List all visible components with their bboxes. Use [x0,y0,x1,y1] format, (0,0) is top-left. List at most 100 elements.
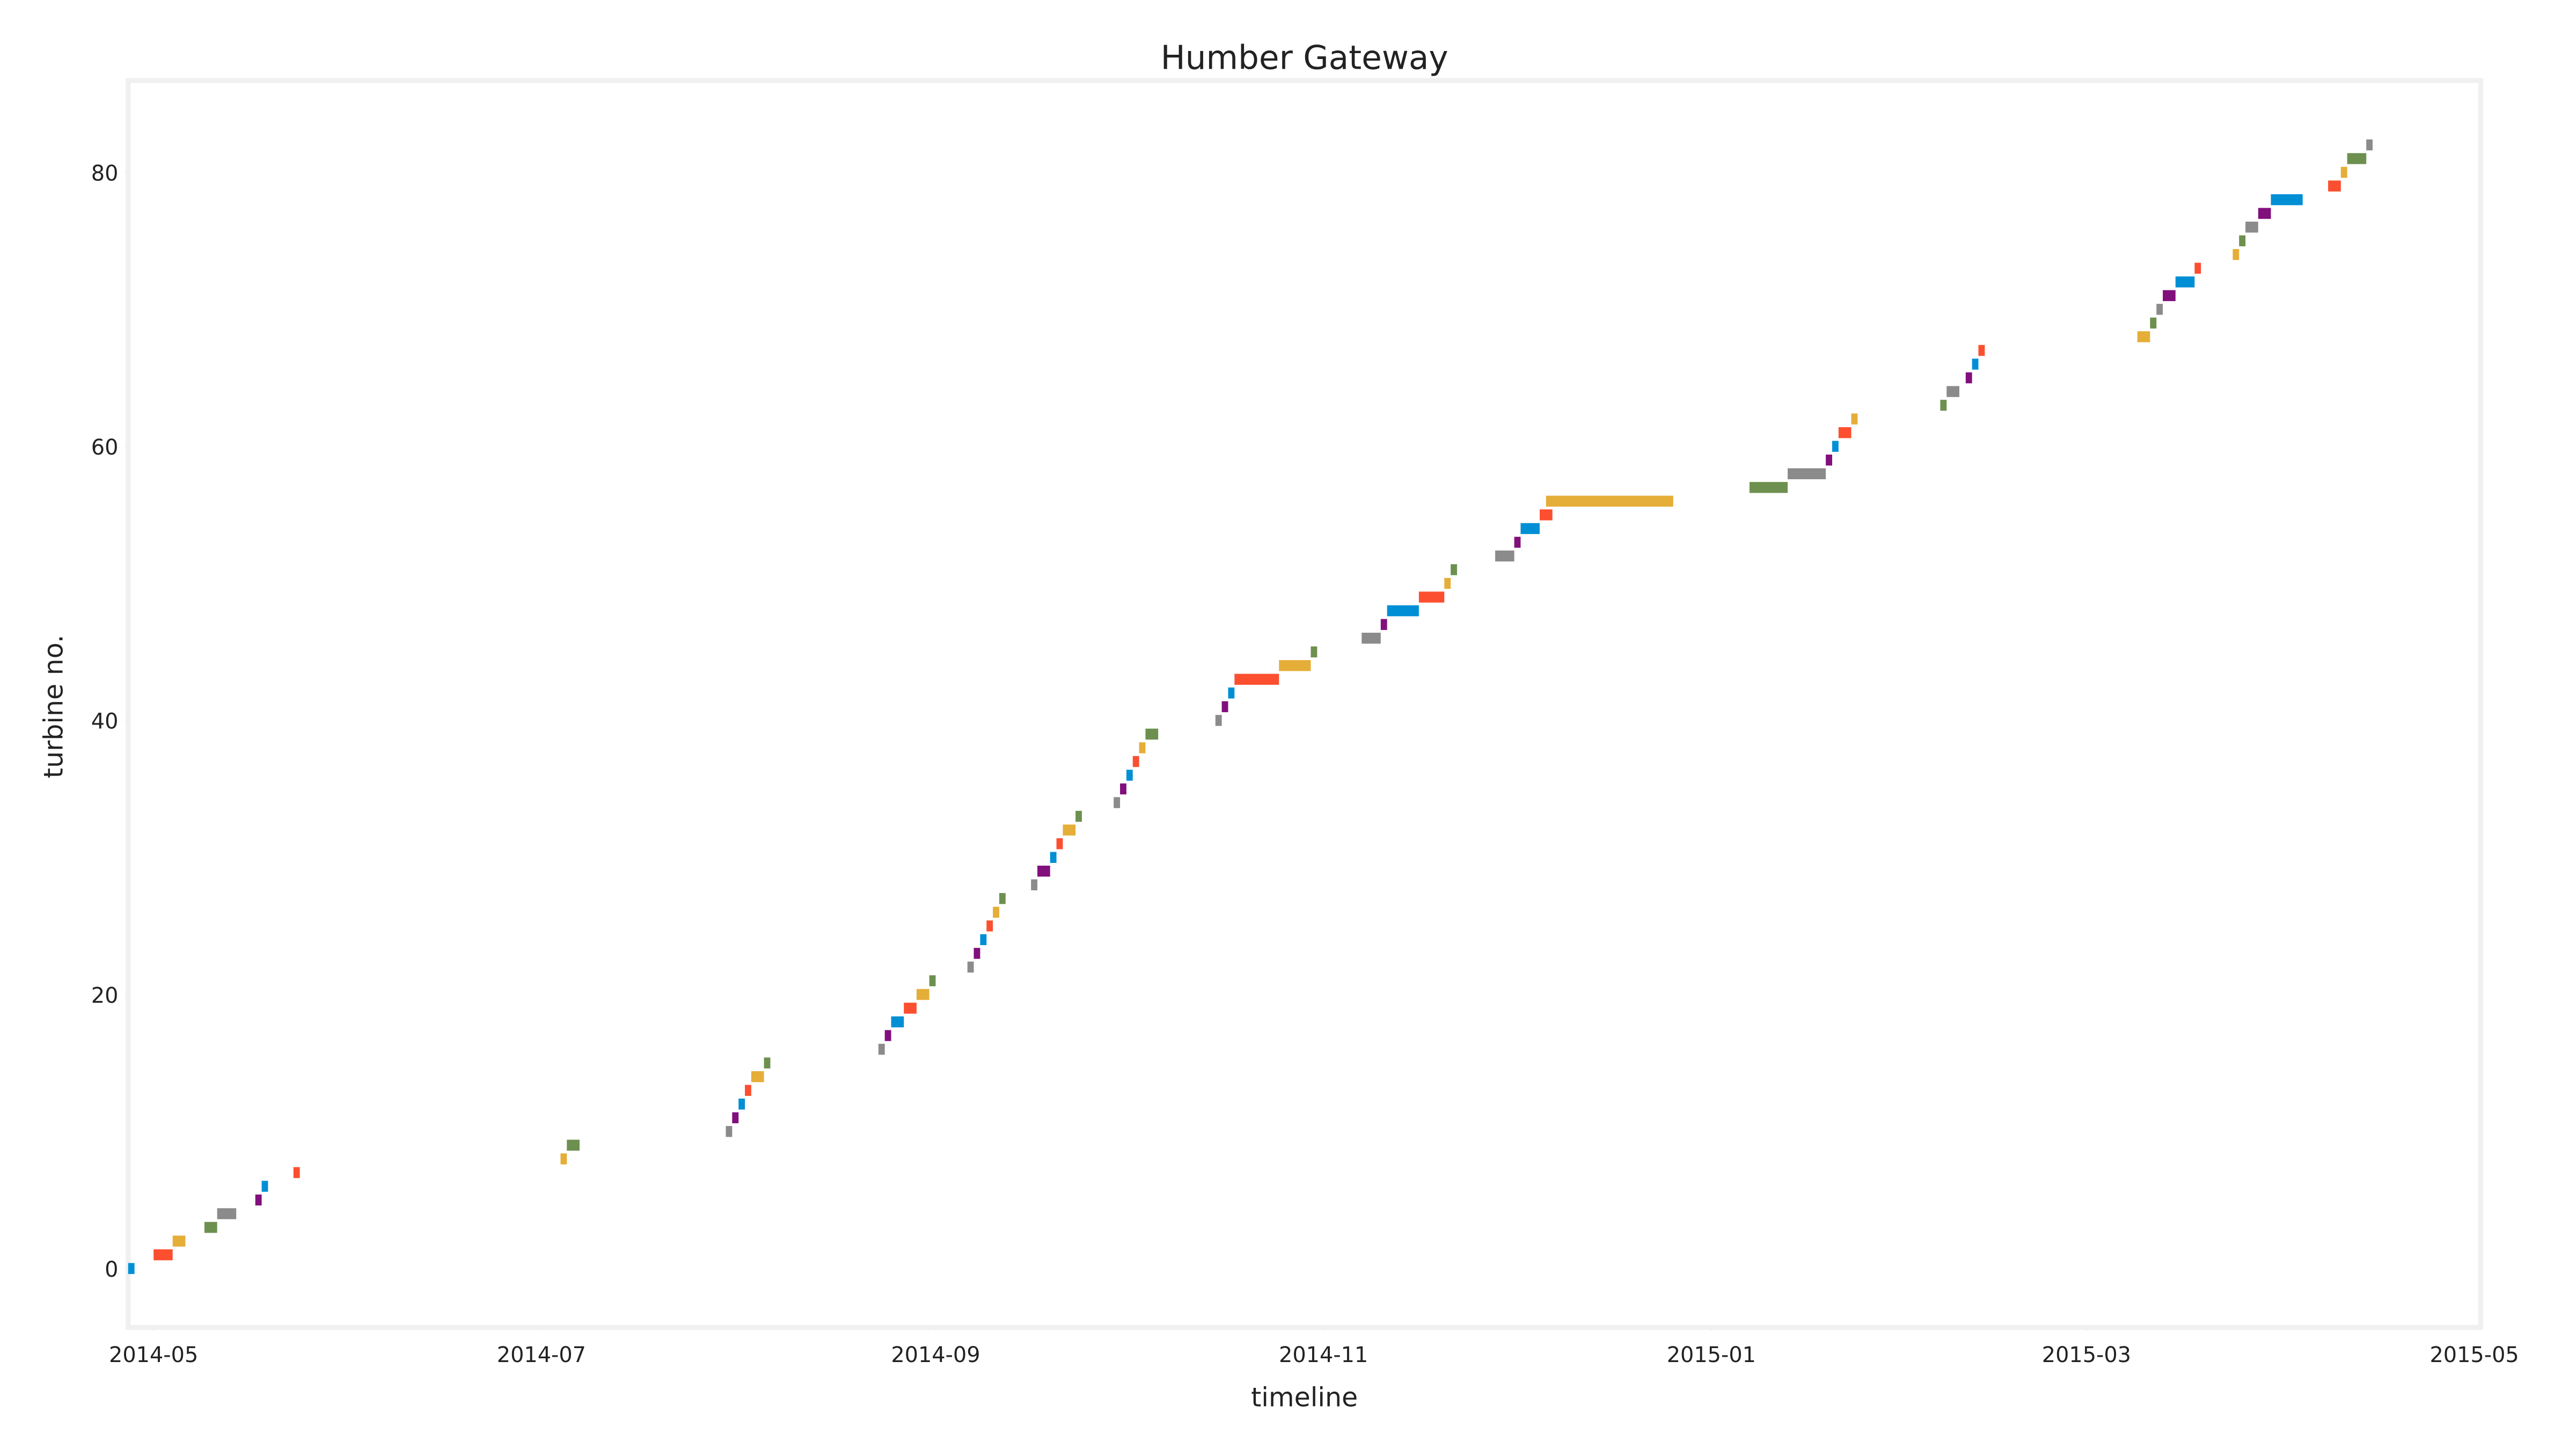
bar [1788,468,1826,479]
bar [732,1112,739,1124]
x-tick-label: 2014-07 [497,1343,586,1367]
bar [1362,632,1381,644]
bar [986,920,993,932]
bar [217,1208,237,1219]
bar [2245,221,2258,233]
bar [2150,317,2157,329]
x-tick-label: 2015-05 [2429,1343,2519,1367]
bar [1126,770,1133,781]
bar [974,948,980,959]
y-tick-label: 80 [91,161,119,186]
bar [1851,413,1858,425]
plot-frame [126,78,2484,1330]
bar [1546,495,1673,507]
bar [1279,660,1311,671]
bar [2137,331,2150,342]
x-tick-label: 2014-09 [891,1343,980,1367]
bar [904,1002,917,1014]
bar [751,1071,764,1082]
bar [764,1057,771,1069]
bar [1495,550,1514,562]
bar [1965,372,1972,384]
bar [1826,455,1832,466]
bar [1050,852,1057,863]
bar [745,1085,751,1096]
bar [1132,756,1139,767]
bar [2347,153,2367,164]
bar [1838,427,1851,438]
bar [1520,523,1540,535]
bar [1139,742,1146,753]
x-axis-label: timeline [1251,1382,1358,1413]
bar [1114,797,1121,808]
bar [2340,166,2347,178]
bar [967,961,974,973]
bar [1444,577,1451,589]
bar [2239,235,2246,246]
chart-title: Humber Gateway [1161,39,1448,77]
bar [2156,304,2163,315]
bar [738,1099,745,1110]
bar [1311,646,1318,657]
bar [1451,564,1457,575]
bar [2258,208,2271,219]
bar [2233,249,2240,260]
bar [1387,605,1419,617]
y-tick-label: 0 [105,1257,118,1282]
bar [1539,509,1553,521]
bar [1940,399,1947,411]
bar [1228,687,1235,699]
bar [2175,276,2195,288]
x-tick-label: 2014-05 [109,1343,198,1367]
bar [1063,824,1076,836]
bar [1978,345,1985,356]
bar [1749,482,1788,493]
y-tick-label: 60 [91,435,119,460]
bar [560,1153,567,1165]
bar [1075,810,1082,822]
x-tick-label: 2014-11 [1279,1343,1368,1367]
bar [261,1181,268,1192]
x-tick-label: 2015-01 [1667,1343,1756,1367]
bar [1514,537,1521,548]
bar [255,1194,262,1206]
y-tick-label: 40 [91,709,119,734]
bar [999,893,1006,904]
bar [1031,879,1038,890]
bar [916,989,930,1000]
bar [929,975,936,986]
bar [204,1221,217,1233]
bar [1418,591,1445,603]
bar [1221,701,1228,713]
bar [891,1016,904,1028]
bar [878,1043,885,1055]
bar [726,1126,733,1137]
bar [1145,728,1159,740]
bar [1120,783,1126,795]
bar [993,906,999,918]
bar [1946,386,1959,397]
bar [2366,139,2373,151]
bar [2194,262,2201,274]
bar [293,1167,300,1179]
bar [172,1235,186,1247]
y-axis-label: turbine no. [38,635,69,779]
x-tick-label: 2015-03 [2042,1343,2131,1367]
bar [153,1249,173,1261]
bar [1832,441,1839,452]
bar [1037,866,1050,877]
bar [2163,290,2176,302]
bar [128,1263,135,1274]
bar [567,1139,580,1151]
bar [2271,194,2303,206]
bar [1234,674,1279,685]
bar [1056,838,1063,850]
bar [2328,180,2341,192]
y-tick-label: 20 [91,983,119,1008]
bar [1380,619,1387,630]
bar [1215,715,1222,726]
bar [884,1030,891,1041]
bar [980,934,987,946]
